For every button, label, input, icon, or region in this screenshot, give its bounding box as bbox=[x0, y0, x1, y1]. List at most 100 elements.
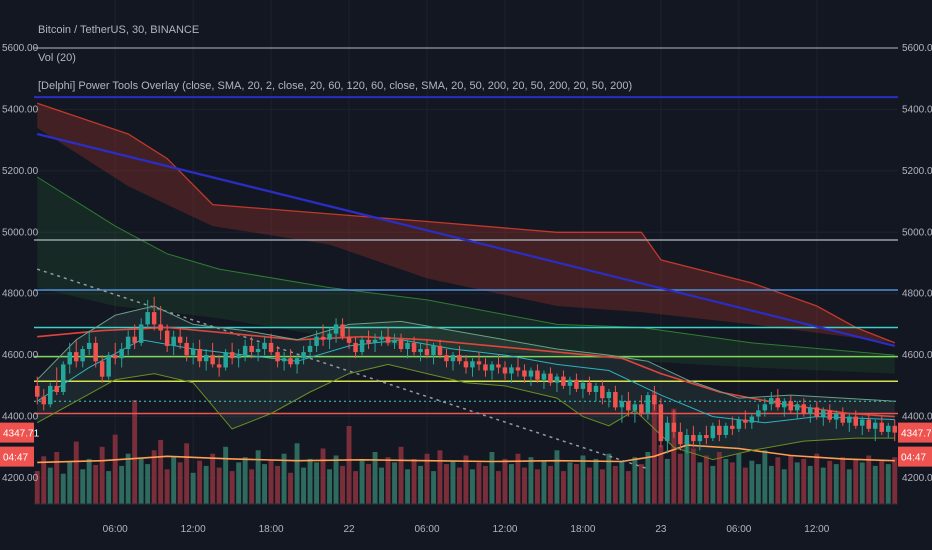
volume-bar bbox=[197, 460, 203, 504]
volume-bar bbox=[710, 465, 716, 504]
volume-bar bbox=[203, 465, 209, 504]
volume-bar bbox=[359, 460, 365, 504]
x-tick-label: 18:00 bbox=[259, 524, 284, 535]
volume-bar bbox=[736, 453, 742, 504]
legend-symbol[interactable]: Bitcoin / TetherUS, 30, BINANCE bbox=[38, 24, 200, 36]
volume-bar bbox=[651, 391, 657, 504]
x-tick-label: 06:00 bbox=[103, 524, 128, 535]
candle-body bbox=[340, 324, 345, 337]
volume-bar bbox=[574, 464, 579, 504]
candle-body bbox=[450, 355, 456, 362]
volume-bar bbox=[385, 457, 391, 504]
volume-bar bbox=[762, 450, 768, 504]
candle-body bbox=[138, 324, 144, 343]
x-tick-label: 06:00 bbox=[726, 524, 751, 535]
candle-body bbox=[769, 398, 774, 405]
volume-bar bbox=[853, 458, 859, 504]
candle-body bbox=[717, 425, 722, 435]
volume-bar bbox=[353, 471, 358, 504]
candle-body bbox=[658, 404, 664, 442]
volume-bar bbox=[788, 455, 794, 504]
volume-bar bbox=[885, 464, 891, 504]
candle-body bbox=[125, 336, 131, 349]
candle-body bbox=[262, 342, 267, 349]
candle-body bbox=[411, 342, 417, 353]
volume-bar bbox=[664, 458, 670, 504]
volume-bar bbox=[372, 452, 378, 504]
volume-bar bbox=[561, 471, 566, 504]
volume-bar bbox=[600, 469, 605, 504]
volume-bar bbox=[677, 453, 683, 504]
candle-body bbox=[847, 416, 852, 423]
volume-bar bbox=[587, 467, 592, 504]
volume-bar bbox=[119, 465, 125, 504]
candles bbox=[35, 296, 897, 454]
candle-body bbox=[639, 404, 644, 414]
candle-body bbox=[736, 419, 742, 429]
volume-bar bbox=[346, 426, 352, 504]
candle-body bbox=[424, 349, 430, 356]
candle-body bbox=[808, 407, 813, 414]
volume-bar bbox=[210, 453, 216, 504]
candle-body bbox=[606, 392, 612, 399]
candle-body bbox=[541, 373, 547, 380]
volume-bar bbox=[444, 464, 449, 504]
volume-bar bbox=[625, 471, 631, 504]
volume-bar bbox=[554, 450, 560, 504]
bollinger-lower-line bbox=[36, 363, 895, 461]
candle-body bbox=[574, 379, 579, 389]
volume-bar bbox=[327, 469, 332, 504]
candle-body bbox=[223, 352, 228, 368]
candle-body bbox=[645, 395, 651, 414]
volume-bar bbox=[567, 462, 573, 504]
candle-body bbox=[372, 339, 378, 343]
candle-body bbox=[268, 342, 274, 353]
candle-body bbox=[756, 410, 761, 417]
volume-bar bbox=[379, 467, 384, 504]
candle-body bbox=[112, 355, 118, 359]
legend-volume[interactable]: Vol (20) bbox=[38, 52, 76, 64]
volume-bar bbox=[606, 453, 612, 504]
candle-body bbox=[470, 361, 475, 368]
time-axis-bg bbox=[0, 504, 932, 550]
volume-bar bbox=[67, 462, 73, 504]
candle-body bbox=[210, 355, 215, 365]
candle-body bbox=[366, 339, 371, 343]
volume-bar bbox=[879, 460, 885, 504]
red-ma-line bbox=[37, 326, 895, 418]
candle-body bbox=[723, 425, 729, 435]
volume-bar bbox=[846, 469, 852, 504]
candle-body bbox=[307, 345, 313, 352]
candle-body bbox=[775, 398, 780, 408]
candle-body bbox=[463, 361, 469, 368]
volume-bar bbox=[840, 457, 846, 504]
volume-bar bbox=[125, 453, 131, 504]
candle-body bbox=[892, 425, 897, 433]
volume-bar bbox=[229, 471, 235, 504]
candle-body bbox=[535, 370, 540, 380]
candle-body bbox=[801, 404, 806, 414]
volume-bar bbox=[502, 458, 508, 504]
price-tags: 4347.71 04:47 4347.71 04:47 bbox=[0, 422, 932, 467]
candle-body bbox=[54, 385, 59, 392]
y-tick-label-right: 4200.00 bbox=[902, 473, 932, 484]
candle-body bbox=[171, 336, 176, 346]
y-tick-label-left: 4200.00 bbox=[2, 473, 39, 484]
volume-bar bbox=[548, 465, 553, 504]
candle-body bbox=[782, 401, 787, 408]
dotted-trend-line bbox=[36, 268, 649, 470]
volume-bar bbox=[268, 460, 274, 504]
sma-long-line bbox=[36, 132, 896, 347]
candle-body bbox=[821, 410, 826, 417]
volume-bar bbox=[463, 455, 469, 504]
candle-body bbox=[730, 425, 735, 429]
volume-bar bbox=[671, 408, 677, 504]
legend-indicator[interactable]: [Delphi] Power Tools Overlay (close, SMA… bbox=[38, 80, 633, 92]
candle-body bbox=[216, 364, 222, 368]
volume-bar bbox=[223, 446, 229, 504]
indicator-lines bbox=[36, 132, 896, 470]
green-cloud-fill bbox=[37, 177, 895, 374]
candle-body bbox=[840, 413, 845, 423]
